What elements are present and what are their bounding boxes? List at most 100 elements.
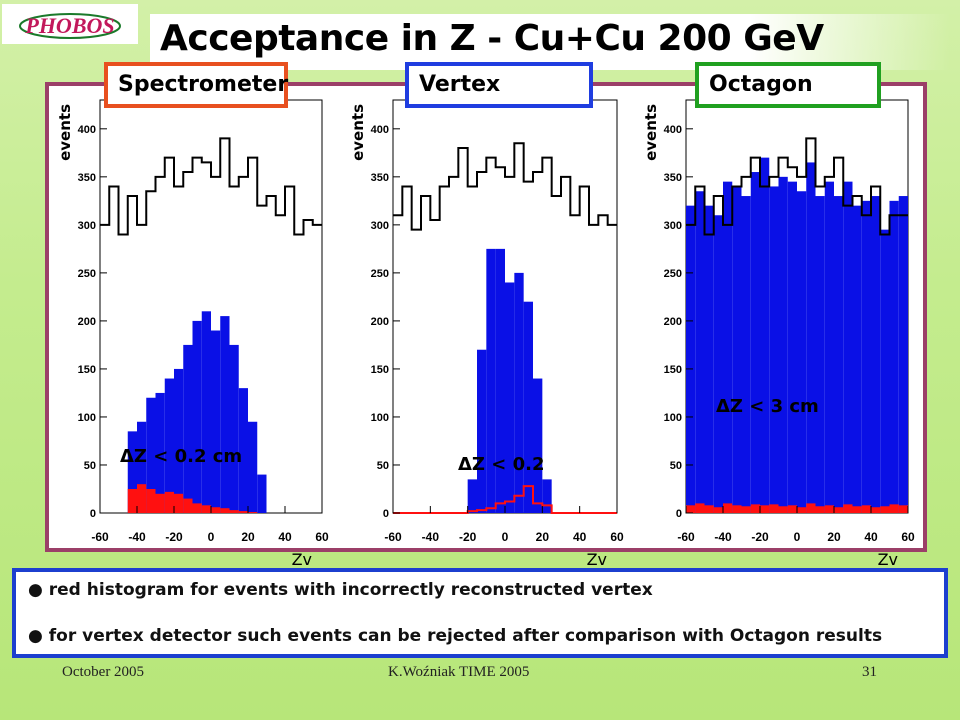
footer-page-number: 31 <box>862 664 877 680</box>
accepted-bar <box>183 344 193 513</box>
accepted-bar <box>220 316 230 513</box>
bullet-icon: ● <box>28 626 43 646</box>
y-tick-label: 50 <box>377 460 389 472</box>
accepted-bar <box>486 248 496 514</box>
wrong-vertex-bar <box>750 504 760 513</box>
y-tick-label: 200 <box>664 316 682 328</box>
accepted-bar <box>257 474 267 513</box>
wrong-vertex-bar <box>732 505 742 513</box>
accepted-bar <box>127 431 137 513</box>
accepted-bar <box>514 272 524 513</box>
all-events-line <box>686 137 908 236</box>
accepted-bar <box>861 200 871 514</box>
x-tick-label: -40 <box>714 530 732 544</box>
accepted-bar <box>760 157 770 513</box>
y-tick-label: 200 <box>78 316 96 328</box>
wrong-vertex-bar <box>760 505 770 513</box>
x-tick-label: -60 <box>91 530 109 544</box>
footer-author: K.Woźniak TIME 2005 <box>388 664 530 680</box>
accepted-bar <box>769 186 779 513</box>
wrong-vertex-bar <box>164 491 174 513</box>
wrong-vertex-bar <box>815 506 825 513</box>
accepted-bar <box>211 330 221 513</box>
annotation-label: ΔZ < 3 cm <box>716 396 819 417</box>
y-tick-label: 100 <box>78 412 96 424</box>
x-tick-label: 20 <box>536 530 550 544</box>
y-tick-label: 350 <box>664 172 682 184</box>
wrong-vertex-bar <box>741 506 751 513</box>
accepted-bar <box>155 392 165 513</box>
wrong-vertex-bar <box>871 507 881 513</box>
svg-text:PHOBOS: PHOBOS <box>24 13 114 38</box>
accepted-bar <box>750 172 760 513</box>
accepted-bar <box>495 248 505 514</box>
title-banner: Acceptance in Z - Cu+Cu 200 GeV <box>150 14 950 70</box>
y-tick-label: 0 <box>90 508 96 520</box>
note-item: ● red histogram for events with incorrec… <box>28 580 653 600</box>
wrong-vertex-line <box>393 485 617 514</box>
wrong-vertex-bar <box>723 503 733 513</box>
wrong-vertex-bar <box>238 511 248 513</box>
accepted-bar <box>238 388 248 513</box>
x-tick-label: -60 <box>677 530 695 544</box>
wrong-vertex-bar <box>192 503 202 513</box>
accepted-bar <box>806 162 816 513</box>
x-tick-label: 40 <box>864 530 878 544</box>
wrong-vertex-bar <box>861 505 871 513</box>
accepted-bar <box>852 205 862 513</box>
x-tick-label: 60 <box>610 530 624 544</box>
x-tick-label: -60 <box>384 530 402 544</box>
wrong-vertex-bar <box>852 506 862 513</box>
accepted-bar <box>778 176 788 513</box>
x-tick-label: 40 <box>278 530 292 544</box>
accepted-bar <box>889 200 899 514</box>
note-item: ● for vertex detector such events can be… <box>28 626 882 646</box>
x-tick-label: -40 <box>422 530 440 544</box>
phobos-logo: PHOBOS <box>2 4 138 44</box>
accepted-bar <box>542 479 552 513</box>
wrong-vertex-bar <box>806 503 816 513</box>
bullet-icon: ● <box>28 580 43 600</box>
y-tick-label: 0 <box>383 508 389 520</box>
histogram-panel: 0 50 100 150 200 250 300 350 400 -60 -40 -20 0 20 40 60… <box>349 99 624 569</box>
x-tick-label: -20 <box>459 530 477 544</box>
y-tick-label: 250 <box>371 268 389 280</box>
accepted-bar <box>834 196 844 513</box>
x-tick-label: 20 <box>827 530 841 544</box>
y-tick-label: 300 <box>371 220 389 232</box>
y-tick-label: 150 <box>78 364 96 376</box>
label-octagon: Octagon <box>695 62 881 108</box>
wrong-vertex-bar <box>778 506 788 513</box>
accepted-bar <box>523 301 533 513</box>
wrong-vertex-bar <box>127 488 137 513</box>
x-tick-label: 0 <box>502 530 509 544</box>
y-tick-label: 0 <box>676 508 682 520</box>
accepted-bar <box>248 421 258 513</box>
x-axis-label: Zv <box>878 550 898 569</box>
x-tick-label: -20 <box>165 530 183 544</box>
all-events-line <box>100 137 322 236</box>
all-events-line <box>393 142 617 231</box>
wrong-vertex-bar <box>824 505 834 513</box>
y-tick-label: 250 <box>78 268 96 280</box>
wrong-vertex-bar <box>686 505 696 513</box>
accepted-bar <box>713 215 723 514</box>
accepted-bar <box>843 181 853 514</box>
wrong-vertex-bar <box>695 503 705 513</box>
wrong-vertex-bar <box>146 488 156 513</box>
accepted-bar <box>467 479 477 513</box>
y-tick-label: 350 <box>371 172 389 184</box>
y-tick-label: 100 <box>371 412 389 424</box>
wrong-vertex-bar <box>201 505 211 513</box>
accepted-bar <box>787 181 797 514</box>
y-axis-label: events <box>56 104 74 161</box>
accepted-bar <box>505 282 515 513</box>
label-spectrometer: Spectrometer <box>104 62 288 108</box>
x-tick-label: 20 <box>241 530 255 544</box>
accepted-bar <box>732 186 742 513</box>
wrong-vertex-bar <box>229 510 239 513</box>
accepted-bar <box>146 397 156 513</box>
y-axis-label: events <box>349 104 367 161</box>
y-tick-label: 400 <box>78 124 96 136</box>
y-tick-label: 300 <box>78 220 96 232</box>
